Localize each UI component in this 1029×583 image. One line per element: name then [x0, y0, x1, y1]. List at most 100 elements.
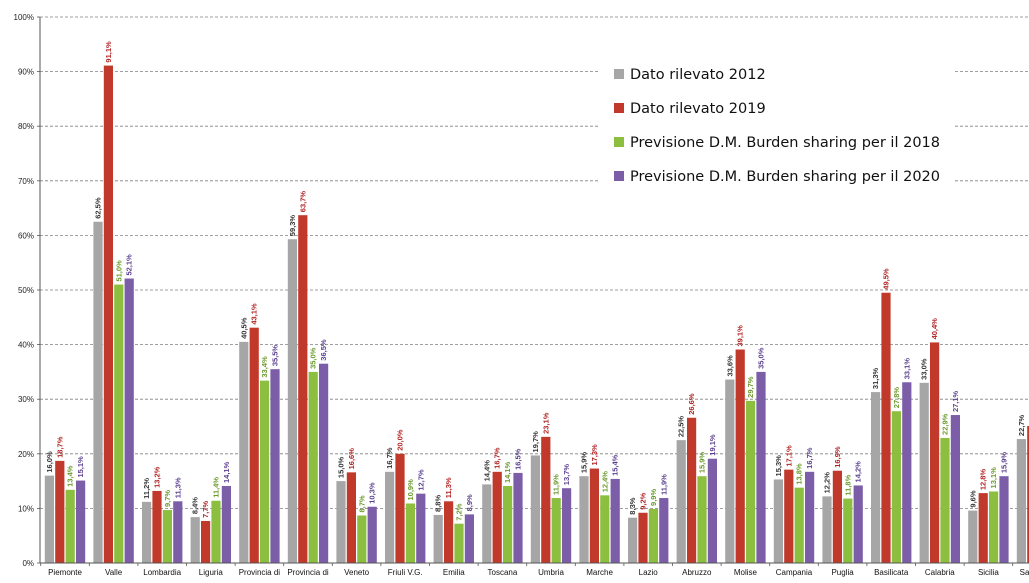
bar — [735, 349, 745, 563]
legend-swatch — [614, 103, 624, 113]
data-label: 26,6% — [687, 393, 696, 415]
data-label: 27,1% — [951, 390, 960, 412]
bar — [676, 440, 686, 563]
bar — [492, 471, 502, 563]
data-label: 9,7% — [163, 490, 172, 507]
data-label: 12,8% — [979, 469, 988, 491]
bar — [930, 342, 940, 563]
legend-swatch — [614, 69, 624, 79]
bar — [308, 371, 318, 563]
data-label: 22,9% — [941, 413, 950, 435]
bar — [600, 495, 610, 563]
bar — [336, 481, 346, 563]
bar — [871, 392, 881, 563]
data-label: 51,0% — [114, 260, 123, 282]
x-tick-label: Basilicata — [874, 568, 909, 577]
bar — [319, 363, 329, 563]
bar — [950, 415, 960, 563]
data-label: 16,7% — [385, 447, 394, 469]
data-label: 19,1% — [708, 434, 717, 456]
bar — [589, 468, 599, 563]
data-label: 13,4% — [66, 465, 75, 487]
bar — [454, 523, 464, 563]
data-label: 12,7% — [416, 469, 425, 491]
data-label: 11,4% — [212, 477, 221, 498]
x-tick-label: Calabria — [925, 568, 955, 577]
data-label: 35,0% — [309, 347, 318, 369]
data-label: 62,5% — [94, 197, 103, 219]
legend-label: Previsione D.M. Burden sharing per il 20… — [630, 135, 940, 151]
x-tick-label: Lazio — [639, 568, 659, 577]
bar — [746, 400, 756, 563]
y-tick-label: 20% — [18, 450, 34, 459]
data-label: 11,2% — [142, 478, 151, 499]
data-label: 40,4% — [930, 318, 939, 340]
bar — [114, 284, 124, 563]
data-labels: 16,0%18,7%13,4% 15,1% 62,5% 91,1% 51,0% 52,1%… — [45, 41, 1029, 521]
data-label: 33,0% — [920, 358, 929, 380]
bar — [940, 437, 950, 563]
data-label: 8,3% — [628, 497, 637, 514]
data-label: 15,9% — [698, 452, 707, 474]
bar — [773, 479, 783, 563]
data-label: 11,3% — [173, 477, 182, 498]
data-label: 40,5% — [239, 317, 248, 339]
data-label: 16,7% — [493, 447, 502, 469]
bar — [395, 453, 405, 563]
data-label: 11,8% — [843, 474, 852, 495]
data-label: 15,9% — [580, 452, 589, 474]
bar — [44, 475, 54, 563]
legend-swatch — [614, 171, 624, 181]
x-tick-label: Friuli V.G. — [388, 568, 423, 577]
data-label: 17,3% — [590, 444, 599, 466]
data-label: 35,0% — [757, 347, 766, 369]
data-label: 13,7% — [562, 464, 571, 486]
gridlines — [40, 16, 1029, 509]
data-label: 11,3% — [444, 477, 453, 498]
bar — [756, 371, 766, 563]
bar — [416, 493, 426, 563]
bar — [482, 484, 492, 563]
data-label: 9,9% — [649, 489, 658, 506]
data-label: 14,1% — [222, 461, 231, 483]
data-label: 13,8% — [795, 463, 804, 485]
bar — [93, 221, 103, 563]
bar — [978, 493, 988, 563]
data-label: 22,7% — [1017, 414, 1026, 436]
bar — [891, 411, 901, 563]
data-label: 13,1% — [989, 467, 998, 489]
bar — [221, 486, 231, 563]
bar — [659, 498, 669, 563]
bar — [464, 514, 474, 563]
bar — [249, 327, 259, 563]
bar — [270, 369, 280, 563]
bar — [881, 292, 891, 563]
bar — [287, 239, 297, 564]
bar — [562, 488, 572, 563]
data-label: 16,0% — [45, 451, 54, 473]
x-tick-label: Marche — [586, 568, 613, 577]
y-tick-label: 80% — [18, 122, 34, 131]
bar — [190, 517, 200, 563]
legend-swatch — [614, 137, 624, 147]
data-label: 12,4% — [600, 471, 609, 493]
data-label: 14,1% — [503, 461, 512, 483]
bar — [239, 341, 249, 563]
y-tick-label: 0% — [22, 559, 34, 568]
data-label: 18,7% — [55, 436, 64, 458]
data-label: 7,7% — [201, 501, 210, 518]
bar — [444, 501, 454, 563]
data-label: 31,3% — [871, 368, 880, 390]
bar — [65, 489, 75, 563]
data-label: 17,1% — [784, 445, 793, 467]
data-label: 33,4% — [260, 356, 269, 378]
data-label: 14,2% — [854, 461, 863, 483]
bar — [152, 490, 162, 563]
data-label: 12,2% — [823, 472, 832, 494]
x-tick-label: Abruzzo — [682, 568, 712, 577]
bar — [822, 496, 832, 563]
bar — [919, 382, 929, 563]
data-label: 13,2% — [153, 466, 162, 488]
data-label: 9,6% — [968, 490, 977, 507]
